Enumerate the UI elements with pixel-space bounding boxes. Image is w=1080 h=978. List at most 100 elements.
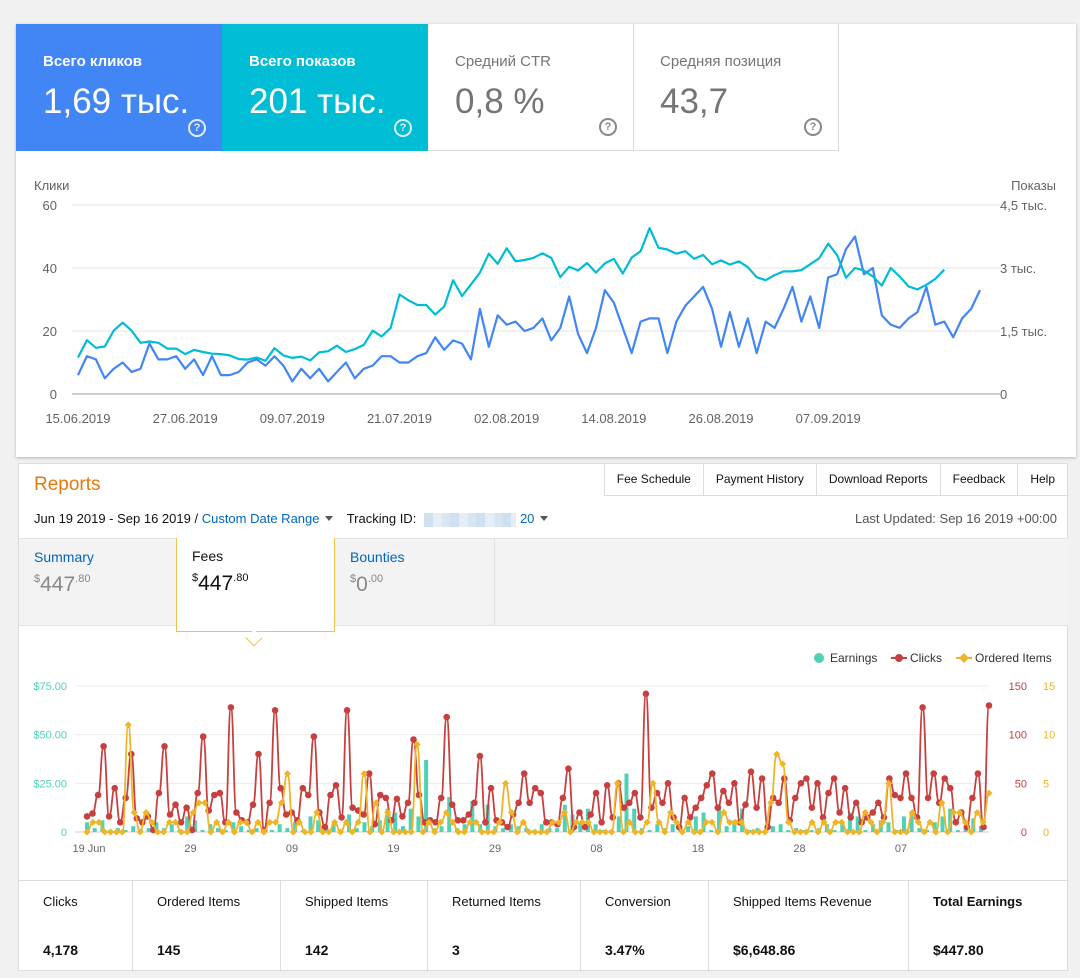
earnings-bar (732, 820, 737, 832)
ordered-items-point (625, 818, 633, 826)
average-ctr-card[interactable]: Средний CTR 0,8 % ? (428, 24, 634, 151)
performance-panel: Всего кликов 1,69 тыс. ? Всего показов 2… (16, 24, 1076, 457)
ordered-items-point (790, 828, 799, 836)
clicks-point (664, 780, 672, 787)
feedback-link[interactable]: Feedback (939, 464, 1018, 496)
help-icon[interactable]: ? (188, 119, 206, 137)
ordered-items-point (773, 750, 781, 758)
clicks-point (504, 823, 511, 831)
earnings-bar (293, 822, 298, 832)
clicks-point (299, 784, 307, 792)
help-icon[interactable]: ? (599, 118, 617, 136)
earnings-bar (223, 830, 228, 832)
ordered-items-point (342, 818, 350, 826)
average-position-card[interactable]: Средняя позиция 43,7 ? (633, 24, 839, 151)
ordered-items-point (112, 828, 121, 836)
earnings-bar (362, 822, 367, 832)
clicks-point (869, 809, 877, 816)
earnings-bar (370, 826, 375, 832)
chevron-down-icon[interactable] (325, 516, 334, 522)
clicks-impressions-chart: 0 20 40 60 0 1,5 тыс. 3 тыс. 4,5 тыс. Клики Показ… (34, 178, 1056, 426)
earnings-bar (85, 822, 89, 832)
clicks-point (255, 750, 262, 758)
ordered-items-point (195, 799, 203, 807)
legend-marker-earnings (814, 653, 824, 663)
help-link[interactable]: Help (1017, 464, 1067, 496)
reports-panel: Reports Fee Schedule Payment History Dow… (18, 463, 1068, 972)
ordered-items-point (808, 818, 816, 826)
ordered-items-point (885, 779, 893, 787)
chevron-down-icon[interactable] (540, 516, 549, 522)
ordered-items-point (726, 818, 734, 826)
ordered-items-point (513, 828, 521, 836)
y-tick-label-items: 0 (1043, 827, 1049, 839)
ordered-items-series-line (86, 723, 990, 833)
earnings-bar (192, 820, 197, 832)
clicks-point (83, 813, 91, 820)
tab-summary-label: Summary (34, 549, 94, 565)
earnings-bar (940, 816, 945, 832)
ordered-items-point (938, 799, 946, 807)
ordered-items-point (407, 828, 415, 836)
tab-summary-amount: $447.80 (34, 573, 91, 596)
ordered-items-point (283, 770, 291, 778)
total-impressions-label: Всего показов (249, 53, 356, 70)
fee-schedule-link[interactable]: Fee Schedule (603, 464, 703, 496)
clicks-point (377, 791, 384, 799)
total-clicks-label: Всего кликов (43, 53, 143, 70)
clicks-point (155, 789, 163, 797)
ordered-items-point (749, 828, 757, 836)
ordered-items-point (348, 828, 356, 836)
ordered-items-point (448, 818, 457, 826)
ordered-items-point (142, 808, 150, 817)
tab-fees[interactable]: Fees $447.80 (176, 538, 335, 632)
clicks-point (327, 791, 334, 799)
ordered-items-point (484, 828, 492, 836)
download-reports-link[interactable]: Download Reports (815, 464, 940, 496)
earnings-bar (146, 828, 151, 832)
y-tick-label-earnings: $50.00 (33, 730, 67, 742)
earnings-bar (832, 830, 837, 832)
tab-bounties[interactable]: Bounties $0.00 (335, 539, 495, 625)
clicks-point (94, 791, 102, 799)
earnings-bar (855, 816, 860, 832)
earnings-bar (393, 812, 398, 832)
earnings-bar (686, 826, 691, 832)
clicks-point (100, 743, 107, 750)
clicks-point (249, 801, 257, 808)
ordered-items-point (160, 828, 168, 836)
ordered-items-point (266, 818, 274, 826)
earnings-bar (670, 824, 675, 832)
ordered-items-point (177, 828, 185, 836)
ordered-items-point (425, 818, 433, 826)
y-tick-label-earnings: 0 (61, 827, 67, 839)
ordered-items-point (566, 828, 574, 836)
clicks-point (487, 784, 495, 792)
ordered-items-point (572, 818, 580, 826)
total-impressions-card[interactable]: Всего показов 201 тыс. ? (222, 24, 428, 151)
ordered-items-point (967, 828, 975, 836)
ordered-items-point (207, 828, 215, 836)
tab-bounties-amount: $0.00 (350, 573, 384, 596)
ordered-items-point (272, 818, 280, 826)
earnings-bar (385, 808, 390, 832)
clicks-point (526, 799, 533, 807)
clicks-point (515, 799, 522, 807)
custom-date-range-dropdown[interactable]: Custom Date Range (201, 511, 320, 526)
ordered-items-point (649, 779, 657, 787)
stat-ordered-items: Ordered Items 145 (133, 881, 281, 972)
help-icon[interactable]: ? (394, 119, 412, 137)
payment-history-link[interactable]: Payment History (702, 464, 816, 496)
clicks-point (310, 733, 318, 740)
help-icon[interactable]: ? (804, 118, 822, 136)
x-tick-label: 02.08.2019 (474, 411, 539, 426)
average-position-label: Средняя позиция (660, 53, 782, 70)
clicks-point (947, 784, 954, 792)
ordered-items-point (590, 828, 598, 836)
ordered-items-point (614, 779, 622, 787)
clicks-point (343, 707, 351, 714)
clicks-point (454, 817, 462, 824)
y-tick-label-left: 60 (43, 198, 57, 213)
tracking-id-dropdown[interactable]: 20 (519, 511, 535, 526)
total-clicks-card[interactable]: Всего кликов 1,69 тыс. ? (16, 24, 222, 151)
